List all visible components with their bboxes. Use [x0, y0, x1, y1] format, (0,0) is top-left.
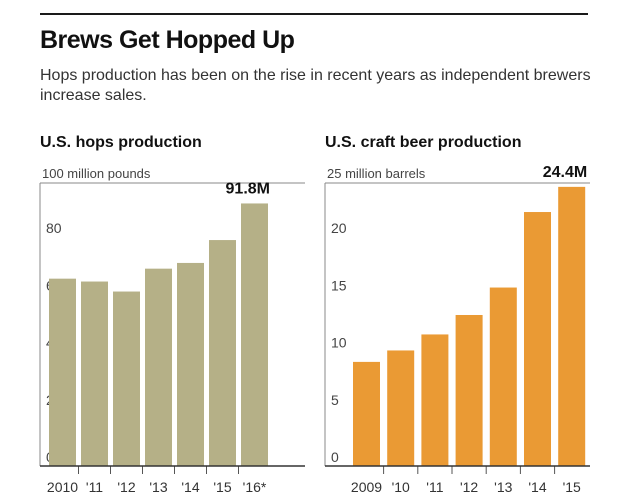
craft-x-tick-label: '10 — [392, 479, 410, 495]
craft-bar — [387, 350, 415, 466]
craft-bar — [558, 186, 586, 466]
craft-bar — [524, 212, 551, 466]
hops-bar — [209, 240, 236, 466]
craft-x-tick-label: 2009 — [351, 479, 382, 495]
hops-x-tick-label: '12 — [117, 479, 135, 495]
craft-y-tick-label: 20 — [331, 220, 347, 236]
hops-x-tick-label: '15 — [213, 479, 231, 495]
hops-bar — [49, 278, 76, 466]
craft-bar — [421, 334, 449, 466]
hops-bar — [113, 291, 140, 466]
top-rule — [40, 13, 588, 15]
craft-y-tick-label: 0 — [331, 449, 339, 465]
hops-chart-title: U.S. hops production — [40, 134, 202, 151]
craft-bar — [353, 361, 380, 466]
hops-bar — [81, 281, 108, 466]
hops-x-tick-label: '14 — [181, 479, 199, 495]
craft-beer-production-chart: U.S. craft beer production 25 million bar… — [324, 134, 590, 495]
hops-callout: 91.8M — [226, 180, 270, 197]
hops-unit-label: 100 million pounds — [42, 166, 151, 181]
craft-x-tick-label: '12 — [460, 479, 478, 495]
dek: Hops production has been on the rise in … — [40, 67, 591, 104]
hops-bar — [177, 262, 204, 466]
craft-x-tick-label: '11 — [426, 479, 443, 495]
craft-x-tick-label: '15 — [563, 479, 581, 495]
craft-x-tick-label: '13 — [494, 479, 512, 495]
craft-y-tick-label: 15 — [331, 277, 347, 293]
hops-x-tick-label: '13 — [149, 479, 167, 495]
craft-unit-label: 25 million barrels — [327, 166, 426, 181]
craft-x-tick-label: '14 — [528, 479, 546, 495]
headline: Brews Get Hopped Up — [40, 26, 295, 54]
craft-bar — [455, 314, 483, 466]
hops-x-tick-label: 2010 — [47, 479, 78, 495]
craft-y-tick-label: 5 — [331, 392, 339, 408]
hops-bar — [145, 268, 172, 466]
craft-chart-title: U.S. craft beer production — [325, 134, 521, 151]
hops-y-tick-label: 80 — [46, 220, 62, 236]
hops-x-tick-label: '16* — [243, 479, 267, 495]
craft-y-tick-label: 10 — [331, 335, 347, 351]
craft-bar — [489, 287, 517, 466]
craft-callout: 24.4M — [543, 164, 587, 181]
hops-bar — [241, 203, 268, 466]
hops-x-tick-label: '11 — [86, 479, 103, 495]
